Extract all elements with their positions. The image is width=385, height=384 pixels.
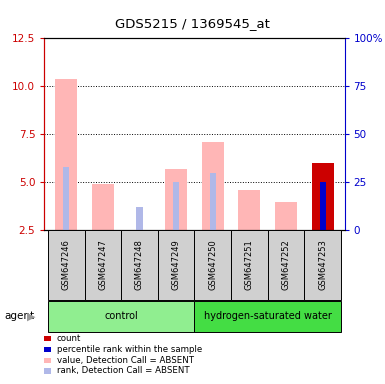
Bar bbox=[129, 230, 151, 238]
Text: value, Detection Call = ABSENT: value, Detection Call = ABSENT bbox=[57, 356, 194, 365]
Text: GSM647253: GSM647253 bbox=[318, 240, 327, 290]
FancyBboxPatch shape bbox=[268, 230, 304, 300]
FancyBboxPatch shape bbox=[48, 230, 85, 300]
Text: GSM647252: GSM647252 bbox=[281, 240, 290, 290]
Bar bbox=[55, 79, 77, 230]
FancyBboxPatch shape bbox=[158, 230, 194, 300]
Text: hydrogen-saturated water: hydrogen-saturated water bbox=[204, 311, 331, 321]
Bar bbox=[210, 173, 216, 230]
FancyBboxPatch shape bbox=[85, 230, 121, 300]
Text: GSM647246: GSM647246 bbox=[62, 240, 71, 290]
Text: GSM647250: GSM647250 bbox=[208, 240, 217, 290]
Bar bbox=[202, 142, 224, 230]
Text: GSM647248: GSM647248 bbox=[135, 240, 144, 290]
Bar bbox=[320, 182, 326, 230]
FancyBboxPatch shape bbox=[194, 301, 341, 332]
FancyBboxPatch shape bbox=[48, 301, 194, 332]
Bar bbox=[92, 184, 114, 230]
Bar bbox=[63, 167, 69, 230]
FancyBboxPatch shape bbox=[194, 230, 231, 300]
Text: control: control bbox=[104, 311, 138, 321]
Bar bbox=[165, 169, 187, 230]
FancyBboxPatch shape bbox=[304, 230, 341, 300]
FancyBboxPatch shape bbox=[121, 230, 158, 300]
Text: percentile rank within the sample: percentile rank within the sample bbox=[57, 345, 202, 354]
Bar bbox=[238, 190, 260, 230]
Text: GSM647251: GSM647251 bbox=[245, 240, 254, 290]
Bar bbox=[275, 202, 297, 230]
FancyBboxPatch shape bbox=[231, 230, 268, 300]
Bar bbox=[311, 163, 333, 230]
Text: agent: agent bbox=[5, 311, 35, 321]
Text: GSM647247: GSM647247 bbox=[99, 240, 107, 290]
Text: rank, Detection Call = ABSENT: rank, Detection Call = ABSENT bbox=[57, 366, 189, 376]
Text: ▶: ▶ bbox=[27, 311, 36, 321]
Text: GDS5215 / 1369545_at: GDS5215 / 1369545_at bbox=[115, 17, 270, 30]
Text: count: count bbox=[57, 334, 81, 343]
Bar bbox=[136, 207, 142, 230]
Bar bbox=[173, 182, 179, 230]
Text: GSM647249: GSM647249 bbox=[172, 240, 181, 290]
